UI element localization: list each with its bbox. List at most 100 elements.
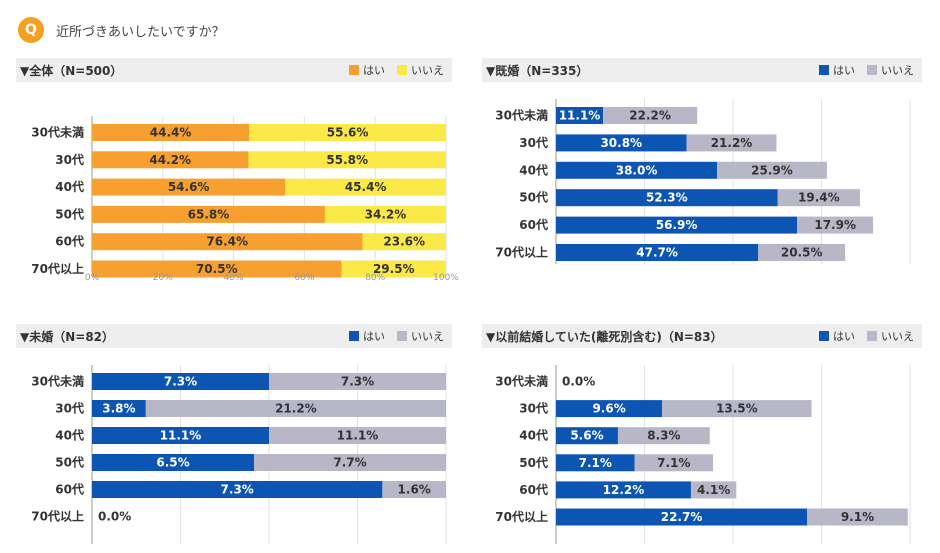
question-text: 近所づきあいしたいですか？	[56, 24, 225, 40]
bar-value-label-yes: 11.1%	[160, 429, 202, 443]
category-label: 70代以上	[495, 509, 548, 524]
bar-value-label-yes: 0.0%	[562, 375, 595, 389]
x-tick-label: 100%	[433, 273, 459, 283]
x-tick-label: 80%	[365, 273, 385, 283]
bar-value-label-yes: 7.1%	[579, 456, 612, 470]
bar-value-label-no: 34.2%	[365, 207, 407, 221]
legend-label-no: いいえ	[881, 330, 914, 343]
category-label: 60代	[55, 234, 84, 249]
bar-segment-no	[717, 161, 827, 179]
category-label: 50代	[55, 206, 84, 221]
bar-value-label-yes: 44.2%	[149, 153, 191, 167]
bar-segment-yes	[556, 189, 778, 207]
bar-value-label-yes: 7.3%	[221, 483, 254, 497]
bar-value-label-yes: 6.5%	[156, 456, 189, 470]
panel-title: ▼既婚（N=335）	[486, 63, 589, 78]
bar-segment-no	[797, 216, 874, 234]
bar-segment-no	[758, 244, 846, 261]
legend-item-yes: はい	[819, 62, 855, 78]
bar-value-label-no: 22.2%	[629, 109, 671, 123]
legend: はい いいえ	[807, 62, 914, 78]
bar-segment-no	[254, 454, 446, 471]
bar-segment-yes	[92, 124, 250, 141]
bar-value-label-no: 20.5%	[781, 246, 823, 260]
bar-value-label-yes: 3.8%	[102, 402, 135, 416]
bar-segment-no	[341, 260, 446, 278]
legend-label-no: いいえ	[411, 330, 444, 343]
bar-segment-no	[324, 205, 446, 223]
category-label: 60代	[55, 482, 84, 497]
category-label: 30代	[55, 152, 84, 167]
bar-segment-no	[382, 481, 446, 498]
bar-segment-yes	[556, 400, 663, 418]
legend-swatch-no	[397, 331, 407, 341]
bar-segment-no	[777, 189, 860, 207]
bar-value-label-yes: 0.0%	[98, 510, 131, 524]
legend-label-no: いいえ	[881, 64, 914, 77]
bar-segment-no	[617, 427, 710, 445]
chart-unmarried: 30代未満 7.3% 7.3% 30代 3.8% 21.2% 40代 11.1% 11.1% 50…	[31, 365, 447, 544]
bar-segment-yes	[556, 161, 718, 179]
category-label: 40代	[519, 428, 548, 443]
legend-item-no: いいえ	[397, 328, 444, 344]
legend-label-yes: はい	[833, 330, 855, 343]
legend-swatch-yes	[819, 331, 829, 341]
bar-value-label-yes: 56.9%	[656, 218, 698, 232]
bar-value-label-yes: 76.4%	[206, 235, 248, 249]
bar-value-label-no: 19.4%	[798, 191, 840, 205]
bar-segment-yes	[556, 508, 808, 526]
bar-segment-no	[285, 178, 446, 196]
bar-segment-no	[603, 107, 698, 124]
legend-label-yes: はい	[363, 330, 385, 343]
bar-value-label-no: 17.9%	[814, 218, 856, 232]
bar-segment-yes	[92, 427, 269, 444]
bar-segment-yes	[556, 454, 635, 472]
bar-value-label-yes: 47.7%	[636, 246, 678, 260]
bar-value-label-yes: 9.6%	[592, 402, 625, 416]
category-label: 50代	[55, 455, 84, 470]
bar-value-label-no: 7.3%	[341, 375, 374, 389]
bar-value-label-no: 7.1%	[657, 456, 690, 470]
category-label: 70代以上	[31, 261, 84, 276]
bar-value-label-no: 21.2%	[711, 136, 753, 150]
bar-segment-no	[249, 124, 446, 141]
bar-value-label-no: 55.8%	[326, 153, 368, 167]
bar-segment-no	[686, 134, 777, 152]
bar-value-label-no: 4.1%	[697, 483, 730, 497]
bar-segment-no	[690, 481, 737, 499]
bar-value-label-no: 23.6%	[383, 235, 425, 249]
bar-segment-yes	[556, 244, 759, 261]
bar-segment-yes	[556, 107, 604, 124]
category-label: 30代未満	[495, 374, 548, 389]
category-label: 50代	[519, 455, 548, 470]
panel-all: ▼全体（N=500） はい いいえ 30代未満 44.4% 55.6% 30代 44.2…	[16, 58, 459, 290]
category-label: 30代	[519, 401, 548, 416]
legend-swatch-yes	[349, 331, 359, 341]
legend-swatch-no	[397, 65, 407, 75]
bar-segment-no	[662, 400, 812, 418]
legend-item-no: いいえ	[867, 328, 914, 344]
x-tick-label: 20%	[153, 273, 173, 283]
bar-segment-no	[145, 400, 447, 417]
bar-segment-yes	[92, 260, 342, 278]
panel-title: ▼以前結婚していた(離死別含む)（N=83）	[486, 329, 723, 344]
bar-value-label-no: 13.5%	[716, 402, 758, 416]
bar-segment-yes	[92, 400, 146, 417]
bar-value-label-yes: 11.1%	[559, 109, 601, 123]
legend-label-yes: はい	[363, 64, 385, 77]
category-label: 30代	[55, 401, 84, 416]
category-label: 40代	[55, 428, 84, 443]
panel-header: ▼以前結婚していた(離死別含む)（N=83） はい いいえ	[482, 324, 922, 348]
legend-item-no: いいえ	[867, 62, 914, 78]
bar-segment-no	[248, 151, 446, 169]
bar-segment-yes	[92, 454, 255, 471]
category-label: 40代	[55, 179, 84, 194]
bar-value-label-yes: 5.6%	[570, 429, 603, 443]
bar-segment-yes	[92, 233, 363, 251]
chart-previously-married: 30代未満 0.0% 30代 9.6% 13.5% 40代 5.6% 8.3% 50代 7.1% 7…	[495, 365, 911, 544]
category-label: 60代	[519, 217, 548, 232]
legend-item-yes: はい	[349, 62, 385, 78]
panel-header: ▼未婚（N=82） はい いいえ	[16, 324, 452, 348]
bar-value-label-no: 9.1%	[841, 510, 874, 524]
bar-value-label-yes: 44.4%	[150, 126, 192, 140]
